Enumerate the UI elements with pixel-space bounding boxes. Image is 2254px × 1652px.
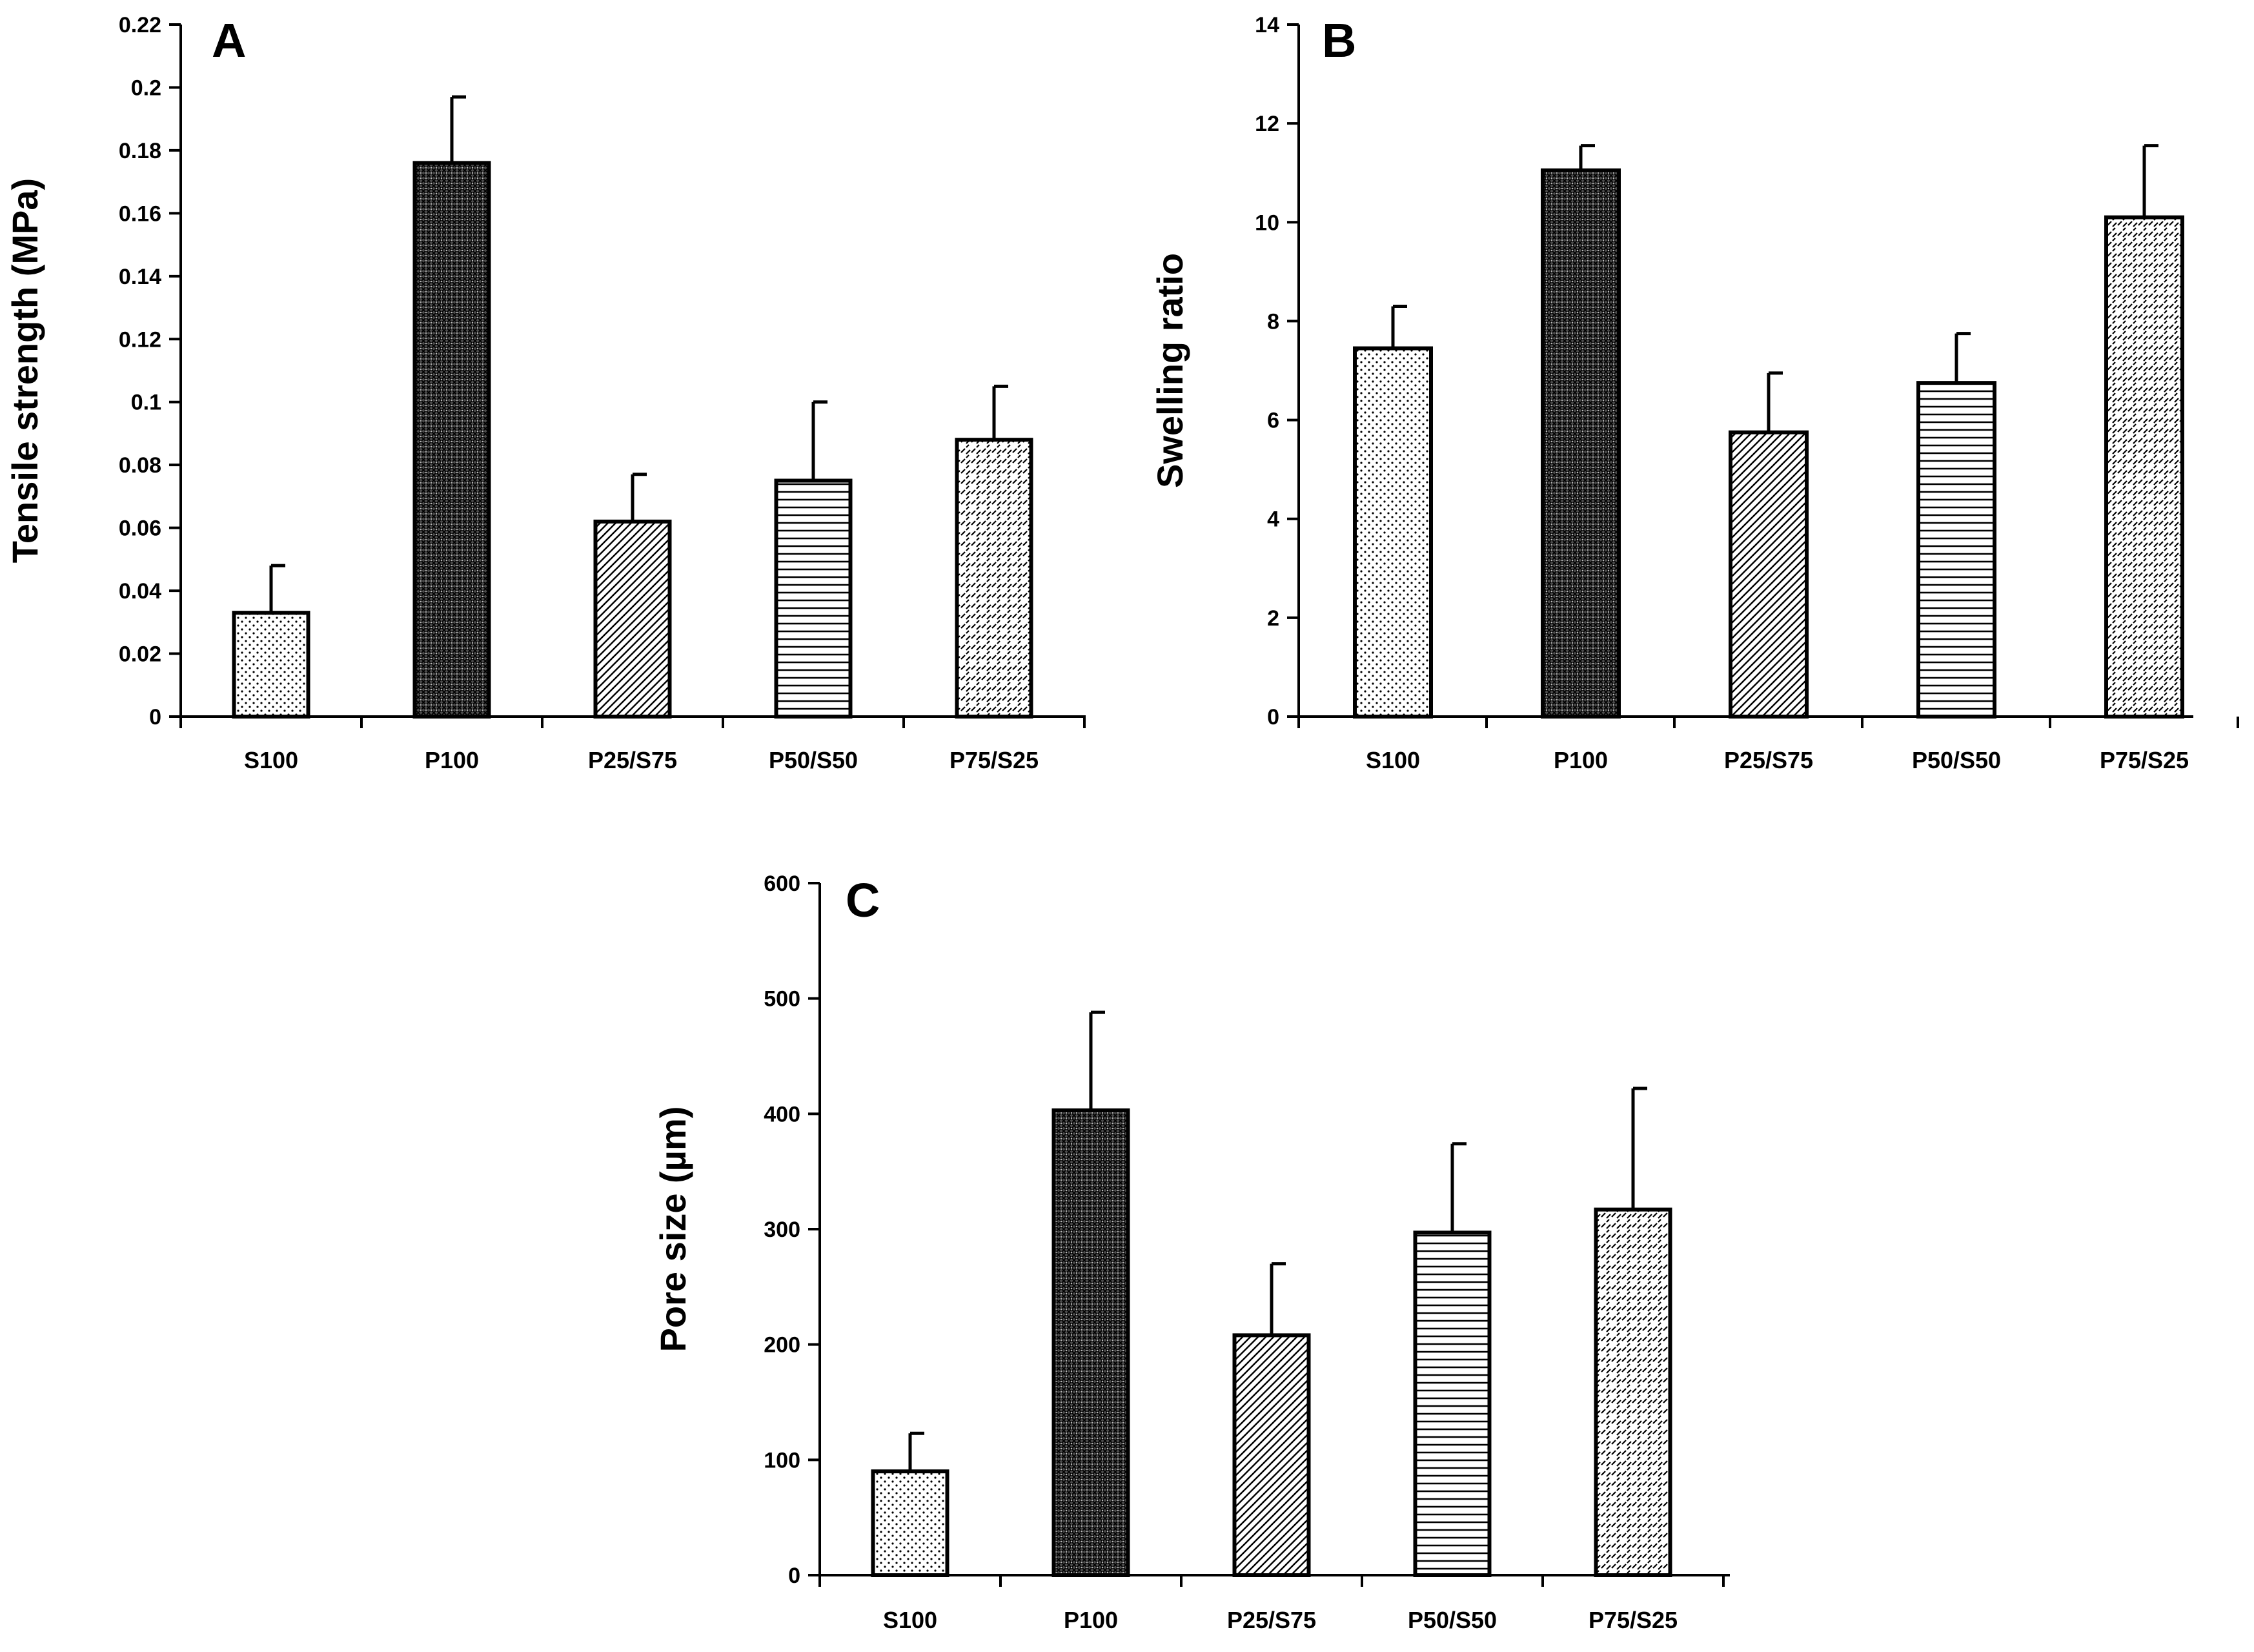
panel-c-bar-p75-s25	[1594, 1207, 1672, 1578]
panel-a-bar-p100	[412, 161, 491, 719]
panel-a-bar-p25-s75	[593, 519, 672, 719]
panel-a-y-axis-title: Tensile strength (MPa)	[5, 178, 45, 563]
panel-c-y-axis-title: Pore size (µm)	[653, 1106, 693, 1352]
panel-a-y-tick-label: 0.18	[119, 139, 161, 163]
panel-c-letter: C	[846, 873, 880, 927]
panel-c-y-tick-label: 200	[764, 1333, 800, 1358]
panel-b-y-tick-label: 10	[1255, 210, 1279, 235]
panel-b-category-label: P75/S25	[2100, 747, 2189, 773]
panel-a-category-label: P100	[425, 747, 479, 773]
panel-b-category-label: P100	[1554, 747, 1608, 773]
panel-b-bar-s100	[1353, 346, 1433, 719]
panel-c-bar-p25-s75	[1232, 1333, 1311, 1577]
panel-a-bar-s100	[232, 611, 310, 719]
panel-a-y-tick-label: 0.12	[119, 327, 161, 352]
panel-a-y-tick-label: 0.2	[131, 76, 161, 100]
panel-a-y-tick-label: 0	[149, 705, 161, 729]
panel-c-bar-s100	[871, 1469, 949, 1577]
panel-a-y-tick-label: 0.04	[119, 579, 161, 604]
panel-c-y-tick-label: 600	[764, 872, 800, 896]
panel-b-category-label: P50/S50	[1912, 747, 2001, 773]
panel-b-y-tick-label: 4	[1267, 507, 1279, 532]
panel-a-y-tick-label: 0.22	[119, 13, 161, 37]
panel-b-y-tick-label: 14	[1255, 13, 1279, 37]
panel-a-bar-p50-s50	[774, 478, 853, 719]
panel-c-y-tick-label: 400	[764, 1102, 800, 1127]
panel-c-bar-p100	[1051, 1108, 1130, 1578]
panel-b-y-tick-label: 8	[1267, 309, 1279, 334]
panel-c-y-tick-label: 100	[764, 1448, 800, 1473]
panel-c-y-tick-label: 500	[764, 987, 800, 1012]
panel-b-y-tick-label: 12	[1255, 112, 1279, 136]
panel-a-y-tick-label: 0.06	[119, 516, 161, 541]
panel-b-bar-p75-s25	[2104, 215, 2184, 719]
panel-a-category-label: S100	[244, 747, 298, 773]
panel-b-bar-p50-s50	[1916, 381, 1996, 719]
panel-a-category-label: P50/S50	[769, 747, 858, 773]
panel-c-y-tick-label: 300	[764, 1218, 800, 1242]
panel-c-category-label: P75/S25	[1589, 1607, 1678, 1633]
panel-c-y-tick-label: 0	[788, 1564, 800, 1588]
panel-c-category-label: S100	[883, 1607, 937, 1633]
panel-b-bar-p100	[1541, 168, 1621, 719]
panel-b-y-tick-label: 2	[1267, 606, 1279, 631]
panel-b-y-tick-label: 0	[1267, 705, 1279, 729]
panel-a-y-tick-label: 0.1	[131, 391, 161, 415]
panel-a-category-label: P25/S75	[588, 747, 677, 773]
panel-b-letter: B	[1322, 14, 1356, 67]
panel-c-category-label: P50/S50	[1408, 1607, 1497, 1633]
panel-b-category-label: P25/S75	[1724, 747, 1813, 773]
panel-a-y-tick-label: 0.02	[119, 642, 161, 667]
panel-a-y-tick-label: 0.16	[119, 201, 161, 226]
panel-b-bar-p25-s75	[1729, 430, 1809, 719]
panel-a-y-tick-label: 0.08	[119, 453, 161, 478]
panel-b-y-tick-label: 6	[1267, 409, 1279, 433]
panel-b-y-axis-title: Swelling ratio	[1150, 253, 1190, 488]
panel-a-bar-p75-s25	[955, 438, 1033, 719]
panel-c-category-label: P100	[1064, 1607, 1118, 1633]
panel-a-category-label: P75/S25	[949, 747, 1039, 773]
panel-c-bar-p50-s50	[1413, 1230, 1492, 1577]
panel-b-category-label: S100	[1366, 747, 1420, 773]
panel-a-y-tick-label: 0.14	[119, 265, 161, 289]
panel-a-letter: A	[212, 14, 246, 67]
panel-c-category-label: P25/S75	[1227, 1607, 1316, 1633]
